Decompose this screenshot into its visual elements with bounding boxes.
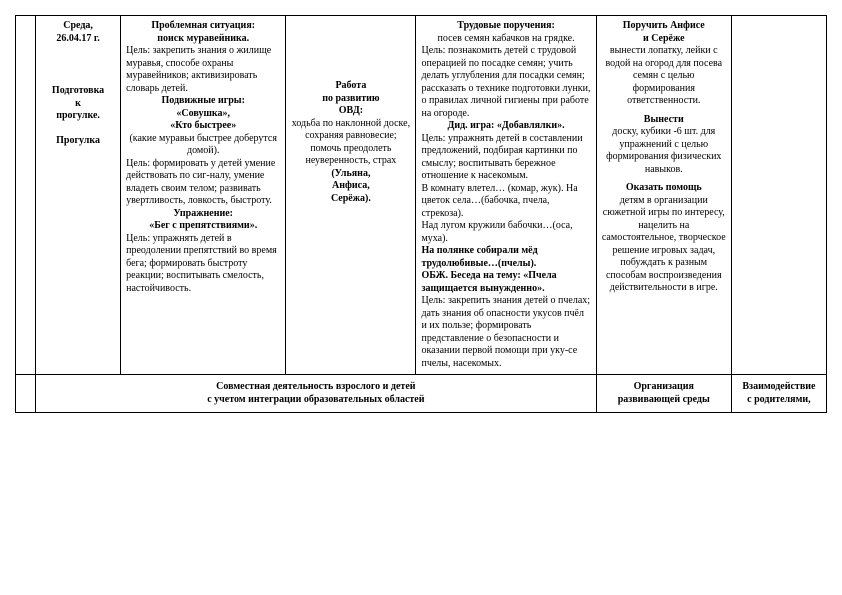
text: (какие муравьи быстрее доберутся домой). [126, 133, 280, 158]
heading: Взаимодействие с родителями, [742, 381, 815, 405]
text: детям в организации сюжетной игры по инт… [602, 195, 726, 295]
cell-ovd: Работа по развитию ОВД: ходьба по наклон… [286, 16, 416, 375]
prep-label: прогулке. [41, 110, 115, 123]
walk-label: Прогулка [41, 135, 115, 148]
heading: и Серёже [602, 33, 726, 46]
cell-parents: Взаимодействие с родителями, [731, 375, 826, 413]
text: В комнату влетел… (комар, жук). На цвето… [421, 183, 590, 221]
text: Над лугом кружили бабочки…(оса, муха). [421, 220, 590, 245]
cell-problem-situation: Проблемная ситуация: поиск муравейника. … [121, 16, 286, 375]
heading: Вынести [602, 114, 726, 127]
heading: ОВД: [291, 105, 410, 118]
heading: «Кто быстрее» [126, 120, 280, 133]
heading: Оказать помощь [602, 182, 726, 195]
heading: Работа [291, 80, 410, 93]
heading: Поручить Анфисе [602, 20, 726, 33]
text: (Ульяна, [291, 168, 410, 181]
heading: поиск муравейника. [126, 33, 280, 46]
cell-index [16, 375, 36, 413]
table-row: Совместная деятельность взрослого и дете… [16, 375, 827, 413]
prep-label: Подготовка [41, 85, 115, 98]
cell-labor-assignments: Трудовые поручения: посев семян кабачков… [416, 16, 596, 375]
heading: «Бег с препятствиями». [126, 220, 280, 233]
heading: Совместная деятельность взрослого и дете… [207, 381, 424, 405]
heading: На полянке собирали мёд трудолюбивые…(пч… [421, 245, 590, 270]
date-value: 26.04.17 г. [41, 33, 115, 46]
heading: «Совушка», [126, 108, 280, 121]
text: Серёжа). [291, 193, 410, 206]
heading: Проблемная ситуация: [126, 20, 280, 33]
text: вынести лопатку, лейки с водой на огород… [602, 45, 726, 108]
heading: Дид. игра: «Добавлялки». [421, 120, 590, 133]
heading: ОБЖ. Беседа на тему: «Пчела защищается в… [421, 270, 590, 295]
text: Цель: упражнять детей в составлении пред… [421, 133, 590, 183]
text: Цель: закрепить знания детей о пчелах; д… [421, 295, 590, 370]
date-label: Среда, [41, 20, 115, 33]
cell-joint-activity: Совместная деятельность взрослого и дете… [36, 375, 597, 413]
prep-label: к [41, 98, 115, 111]
table-row: Среда, 26.04.17 г. Подготовка к прогулке… [16, 16, 827, 375]
text: Цель: закрепить знания о жилище муравья,… [126, 45, 280, 95]
cell-env-org: Организация развивающей среды [596, 375, 731, 413]
cell-instructions: Поручить Анфисе и Серёже вынести лопатку… [596, 16, 731, 375]
heading: по развитию [291, 93, 410, 106]
heading: Трудовые поручения: [421, 20, 590, 33]
text: посев семян кабачков на грядке. [421, 33, 590, 46]
text: Анфиса, [291, 180, 410, 193]
text: Цель: познакомить детей с трудовой опера… [421, 45, 590, 120]
text: Цель: упражнять детей в преодолении преп… [126, 233, 280, 296]
plan-table: Среда, 26.04.17 г. Подготовка к прогулке… [15, 15, 827, 413]
text: Цель: формировать у детей умение действо… [126, 158, 280, 208]
cell-index [16, 16, 36, 375]
text: доску, кубики -6 шт. для упражнений с це… [602, 126, 726, 176]
heading: Организация развивающей среды [618, 381, 710, 405]
text: помочь преодолеть неуверенность, страх [291, 143, 410, 168]
text: ходьба по наклонной доске, сохраняя равн… [291, 118, 410, 143]
heading: Подвижные игры: [126, 95, 280, 108]
cell-empty [731, 16, 826, 375]
cell-date: Среда, 26.04.17 г. Подготовка к прогулке… [36, 16, 121, 375]
heading: Упражнение: [126, 208, 280, 221]
